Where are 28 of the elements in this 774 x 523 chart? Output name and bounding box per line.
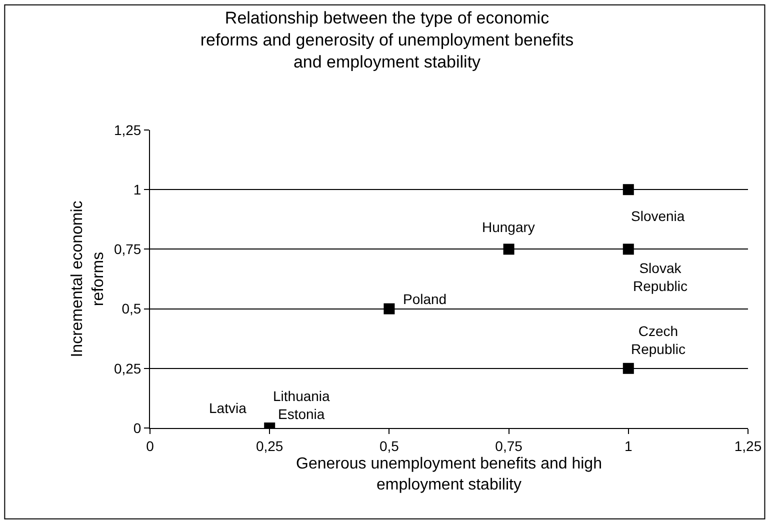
y-tick-label: 1,25 [114, 122, 142, 138]
x-tick-label: 0 [146, 438, 154, 454]
y-tick-label: 0 [133, 420, 142, 436]
chart-title: Relationship between the type of economic reforms and generosity of unemployment benefits and employment stability [200, 8, 574, 72]
x-axis-title: Generous unemployment benefits and high employment stability [296, 456, 602, 494]
point [622, 244, 634, 255]
y-tick-label: 0,75 [114, 241, 142, 258]
x-tick-label: 0,75 [495, 438, 523, 454]
x-tick-label: 1,25 [734, 438, 762, 454]
annotation: Lithuania [273, 388, 330, 404]
x-tick-label: 0,25 [256, 438, 284, 454]
point [384, 303, 395, 314]
y-axis-title: Incremental economic reforms [69, 200, 107, 358]
annotation: Latvia [209, 400, 247, 416]
y-tick-label: 0,5 [122, 300, 142, 317]
annotation: Slovak Republic [633, 260, 688, 294]
annotation: Czech Republic [631, 323, 686, 358]
annotation: Hungary [482, 219, 535, 235]
annotation: Estonia [278, 406, 325, 422]
x-tick-label: 1 [624, 438, 632, 454]
point [503, 244, 514, 255]
y-tick-label: 0,25 [114, 360, 142, 376]
y-tick-label: 1 [133, 182, 142, 198]
point [622, 362, 634, 374]
x-tick-label: 0,5 [379, 438, 400, 454]
point [622, 184, 634, 196]
annotation: Slovenia [631, 208, 685, 224]
annotation: Poland [403, 291, 447, 307]
